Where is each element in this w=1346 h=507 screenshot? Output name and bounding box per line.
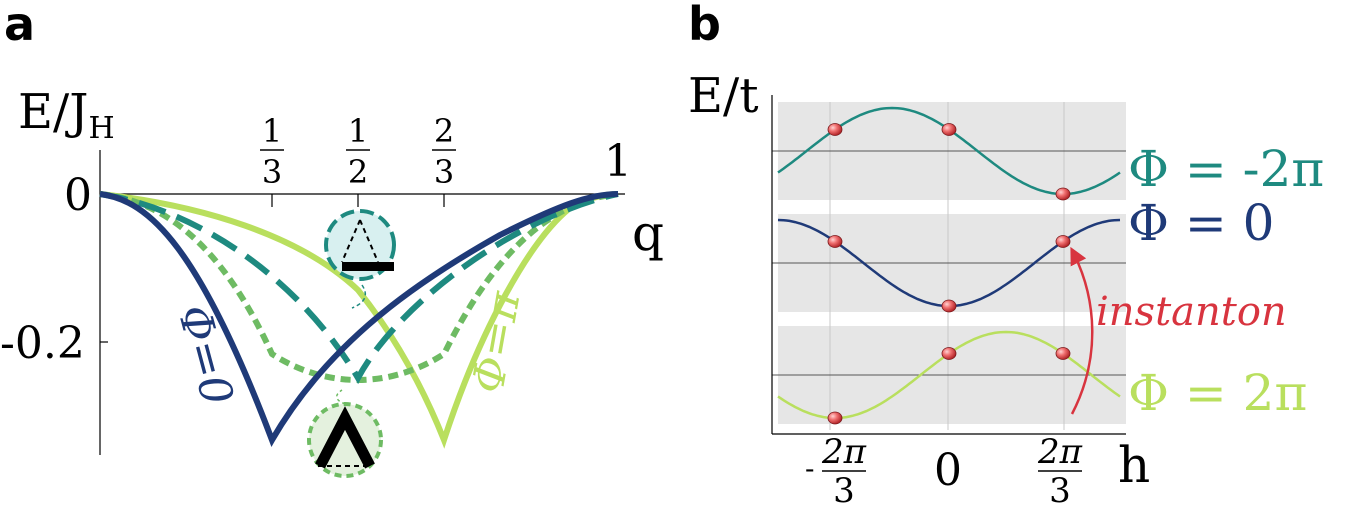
ball-marker — [827, 123, 843, 136]
panel-b-xtick-minus2pi3: - 2π 3 — [805, 432, 867, 507]
svg-text:3: 3 — [262, 153, 282, 191]
panel-a-xtick-1: 1 — [604, 136, 632, 187]
svg-text:1: 1 — [262, 112, 282, 150]
panel-a-ylabel: E/JH — [18, 84, 115, 146]
triangle-bar-icon — [324, 209, 396, 309]
ball-marker — [941, 299, 957, 313]
ball-markers — [827, 123, 1071, 425]
ball-marker — [827, 235, 843, 248]
band-label-2pi: Φ = 2π — [1128, 364, 1307, 422]
panel-b: b E/t instanton Φ = -2π Φ = 0 — [688, 0, 1324, 507]
panel-a-ytick-m02: -0.2 — [0, 318, 85, 369]
svg-text:3: 3 — [833, 471, 855, 507]
instanton-arrow — [1070, 246, 1094, 415]
ball-marker — [1055, 235, 1071, 248]
panel-a-ytick-0: 0 — [64, 170, 92, 221]
svg-text:1: 1 — [348, 112, 368, 150]
svg-text:2: 2 — [434, 112, 454, 150]
band-label-zero: Φ = 0 — [1128, 194, 1274, 252]
band-label-minus2pi: Φ = -2π — [1128, 140, 1324, 198]
panel-a-curves — [99, 191, 619, 449]
ball-marker — [1055, 187, 1071, 201]
ball-marker — [827, 411, 843, 425]
svg-text:-: - — [805, 452, 814, 485]
ball-marker — [1055, 347, 1071, 360]
panel-b-ylabel: E/t — [688, 68, 759, 124]
panel-a: a E/JH 0 -0.2 1 3 1 2 2 3 1 q — [0, 0, 664, 478]
panel-b-xtick-0: 0 — [934, 445, 962, 496]
panel-b-xtick-2pi3: 2π 3 — [1037, 432, 1083, 507]
curve-phi-0 — [99, 191, 619, 447]
panel-b-label: b — [688, 0, 721, 51]
ball-marker — [941, 347, 957, 360]
svg-text:3: 3 — [434, 153, 454, 191]
ball-marker — [941, 123, 957, 136]
series-label-phi-0: Φ=0 — [167, 300, 242, 411]
panel-a-label: a — [4, 0, 35, 51]
instanton-label: instanton — [1096, 289, 1287, 335]
panel-b-xlabel: h — [1118, 436, 1150, 494]
panel-a-xtick-1-3: 1 3 — [260, 112, 284, 207]
svg-text:2π: 2π — [821, 432, 867, 472]
svg-text:3: 3 — [1049, 471, 1071, 507]
svg-text:2: 2 — [348, 153, 368, 191]
panel-a-xlabel: q — [632, 204, 664, 262]
panel-a-xtick-1-2: 1 2 — [346, 112, 370, 207]
panel-b-band-midlines — [772, 150, 1126, 376]
curve-teal-dashed — [99, 191, 619, 385]
svg-text:2π: 2π — [1037, 432, 1083, 472]
chevron-icon — [307, 389, 383, 478]
panel-a-xtick-2-3: 2 3 — [432, 112, 456, 207]
